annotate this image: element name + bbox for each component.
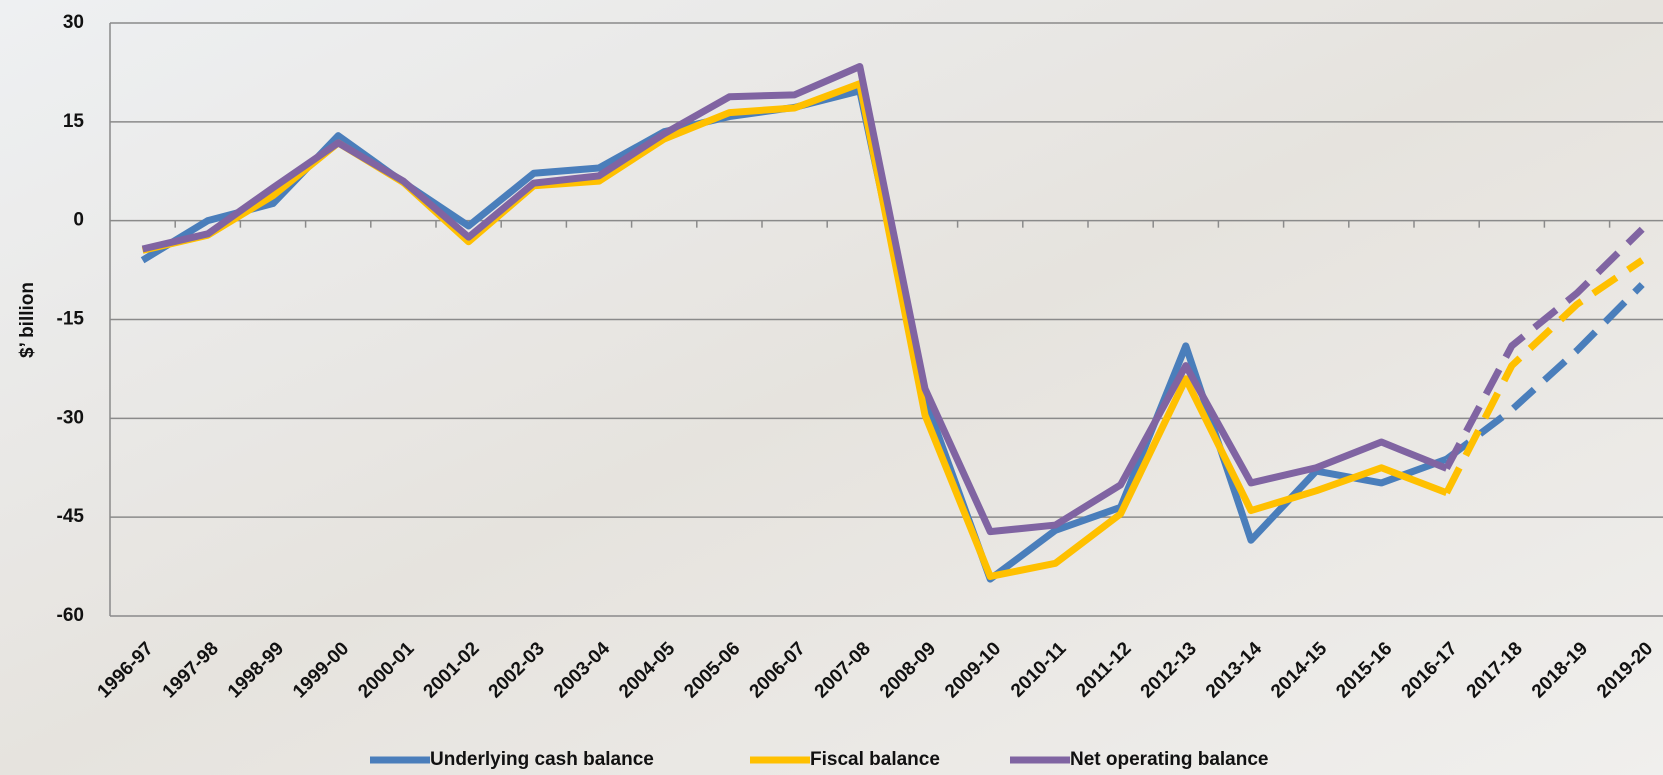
y-tick-label: 30 — [63, 12, 84, 33]
y-tick-label: -60 — [57, 605, 84, 626]
y-tick-label: 15 — [63, 111, 85, 132]
legend-label: Fiscal balance — [810, 749, 940, 770]
y-tick-label: -30 — [57, 407, 84, 428]
y-tick-label: -45 — [57, 506, 85, 527]
y-tick-label: 0 — [73, 210, 84, 231]
legend-label: Net operating balance — [1070, 749, 1269, 770]
legend-label: Underlying cash balance — [430, 749, 654, 770]
chart: $’ billion -60-45-30-15015301996-971997-… — [0, 0, 1663, 775]
background — [0, 0, 1663, 775]
y-axis-title: $’ billion — [17, 282, 38, 358]
page: {"chart_data": {"type": "line", "y_label… — [0, 0, 1663, 775]
y-tick-label: -15 — [57, 309, 85, 330]
